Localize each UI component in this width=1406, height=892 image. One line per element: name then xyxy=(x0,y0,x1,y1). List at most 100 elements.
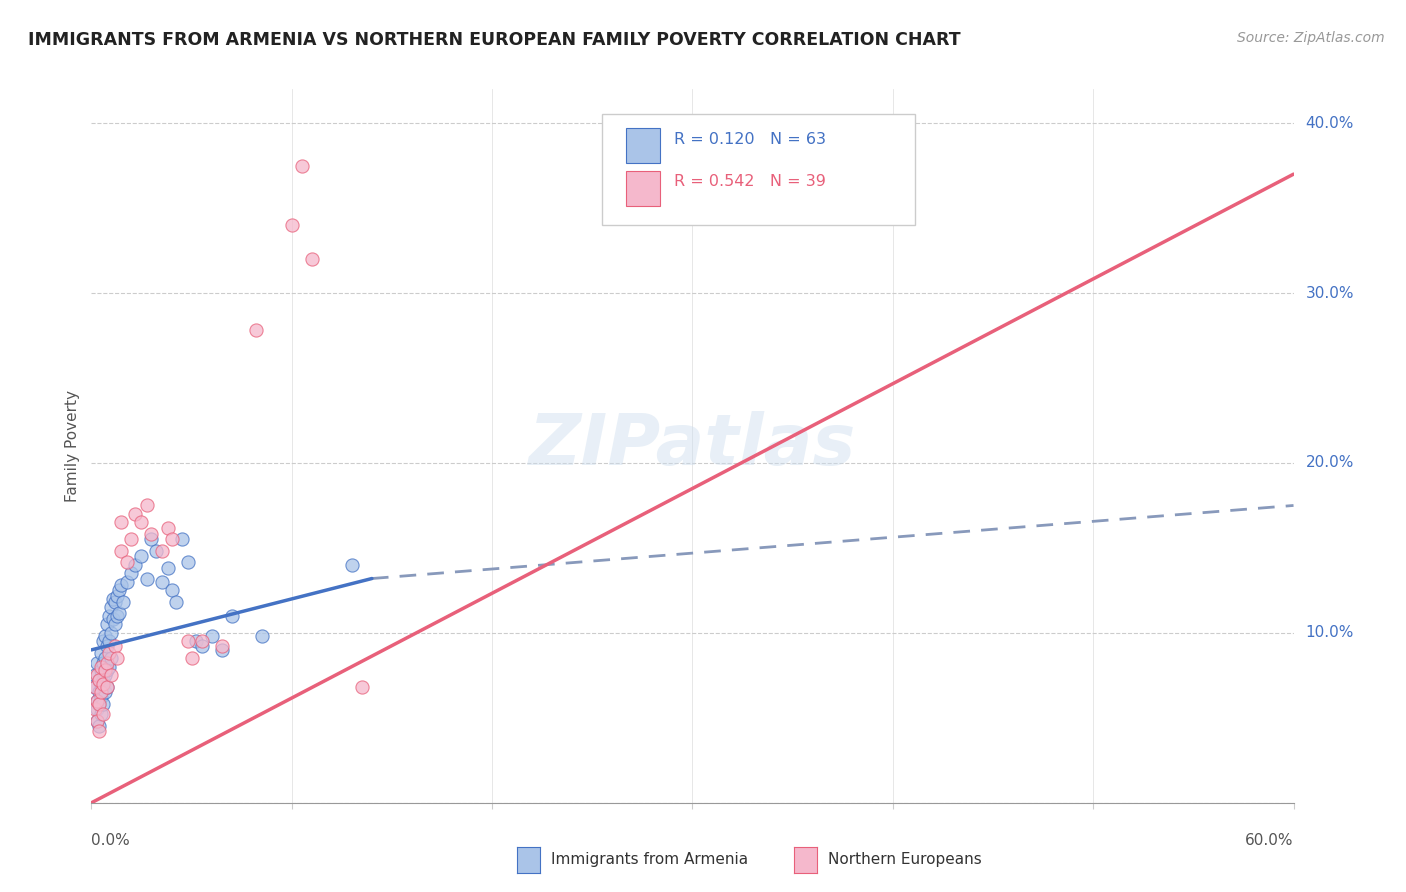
Y-axis label: Family Poverty: Family Poverty xyxy=(65,390,80,502)
Point xyxy=(84,680,107,694)
Point xyxy=(110,578,132,592)
Point xyxy=(86,702,108,716)
Point xyxy=(131,549,153,564)
Point xyxy=(156,520,179,534)
Point xyxy=(89,685,111,699)
Point xyxy=(201,629,224,643)
Point xyxy=(124,558,146,572)
Text: 60.0%: 60.0% xyxy=(1246,833,1294,848)
Point xyxy=(103,591,125,606)
Point xyxy=(93,657,115,671)
Point xyxy=(98,660,121,674)
Text: Immigrants from Armenia: Immigrants from Armenia xyxy=(551,853,748,867)
FancyBboxPatch shape xyxy=(602,114,915,225)
Point xyxy=(86,714,108,729)
Point xyxy=(94,651,117,665)
Point xyxy=(211,640,233,654)
Point xyxy=(90,707,112,722)
Text: 30.0%: 30.0% xyxy=(1306,285,1354,301)
Point xyxy=(156,561,179,575)
Point xyxy=(94,668,117,682)
Point xyxy=(98,646,121,660)
Point xyxy=(96,657,118,671)
Point xyxy=(93,677,115,691)
Point xyxy=(96,640,118,654)
Point xyxy=(89,719,111,733)
Point xyxy=(291,159,314,173)
Point xyxy=(160,583,183,598)
Point xyxy=(117,555,139,569)
Point xyxy=(100,651,122,665)
Text: ZIPatlas: ZIPatlas xyxy=(529,411,856,481)
Point xyxy=(90,663,112,677)
Point xyxy=(89,698,111,712)
Point xyxy=(86,694,108,708)
Text: 20.0%: 20.0% xyxy=(1306,456,1354,470)
Point xyxy=(250,629,273,643)
Point xyxy=(100,626,122,640)
Point xyxy=(136,499,159,513)
Point xyxy=(96,680,118,694)
Point xyxy=(90,685,112,699)
Point xyxy=(90,690,112,705)
Point xyxy=(165,595,187,609)
Point xyxy=(340,558,363,572)
Point xyxy=(89,673,111,688)
Point xyxy=(103,612,125,626)
Point xyxy=(89,698,111,712)
Point xyxy=(86,714,108,729)
Point xyxy=(86,657,108,671)
Point xyxy=(190,634,212,648)
Point xyxy=(170,533,193,547)
Point xyxy=(124,507,146,521)
Point xyxy=(176,634,198,648)
Point xyxy=(117,574,139,589)
Point xyxy=(350,680,373,694)
Point xyxy=(110,516,132,530)
Point xyxy=(100,668,122,682)
Point xyxy=(94,663,117,677)
Point xyxy=(176,555,198,569)
Point xyxy=(89,673,111,688)
Point xyxy=(131,516,153,530)
Point xyxy=(110,544,132,558)
Point xyxy=(93,673,115,688)
Point xyxy=(84,702,107,716)
Point xyxy=(108,606,131,620)
Text: R = 0.542   N = 39: R = 0.542 N = 39 xyxy=(675,175,827,189)
Text: 0.0%: 0.0% xyxy=(91,833,131,848)
Point xyxy=(93,698,115,712)
Point xyxy=(281,218,304,232)
Text: R = 0.120   N = 63: R = 0.120 N = 63 xyxy=(675,132,827,146)
Point xyxy=(94,685,117,699)
Point xyxy=(90,646,112,660)
FancyBboxPatch shape xyxy=(626,171,659,205)
Point xyxy=(93,707,115,722)
Point xyxy=(107,651,129,665)
Point xyxy=(301,252,323,266)
Point xyxy=(96,617,118,632)
Point xyxy=(141,527,163,541)
Point xyxy=(90,660,112,674)
Point xyxy=(104,617,127,632)
Point xyxy=(112,595,135,609)
Point xyxy=(86,694,108,708)
Point xyxy=(190,640,212,654)
Point xyxy=(94,629,117,643)
Point xyxy=(107,589,129,603)
Text: Source: ZipAtlas.com: Source: ZipAtlas.com xyxy=(1237,31,1385,45)
Point xyxy=(145,544,167,558)
Point xyxy=(245,323,267,337)
Point xyxy=(104,640,127,654)
Point xyxy=(180,651,202,665)
Point xyxy=(84,680,107,694)
FancyBboxPatch shape xyxy=(626,128,659,162)
Point xyxy=(93,634,115,648)
Text: IMMIGRANTS FROM ARMENIA VS NORTHERN EUROPEAN FAMILY POVERTY CORRELATION CHART: IMMIGRANTS FROM ARMENIA VS NORTHERN EURO… xyxy=(28,31,960,49)
Point xyxy=(104,595,127,609)
Point xyxy=(100,600,122,615)
Point xyxy=(96,680,118,694)
Point xyxy=(136,572,159,586)
Point xyxy=(90,677,112,691)
Text: 40.0%: 40.0% xyxy=(1306,116,1354,131)
